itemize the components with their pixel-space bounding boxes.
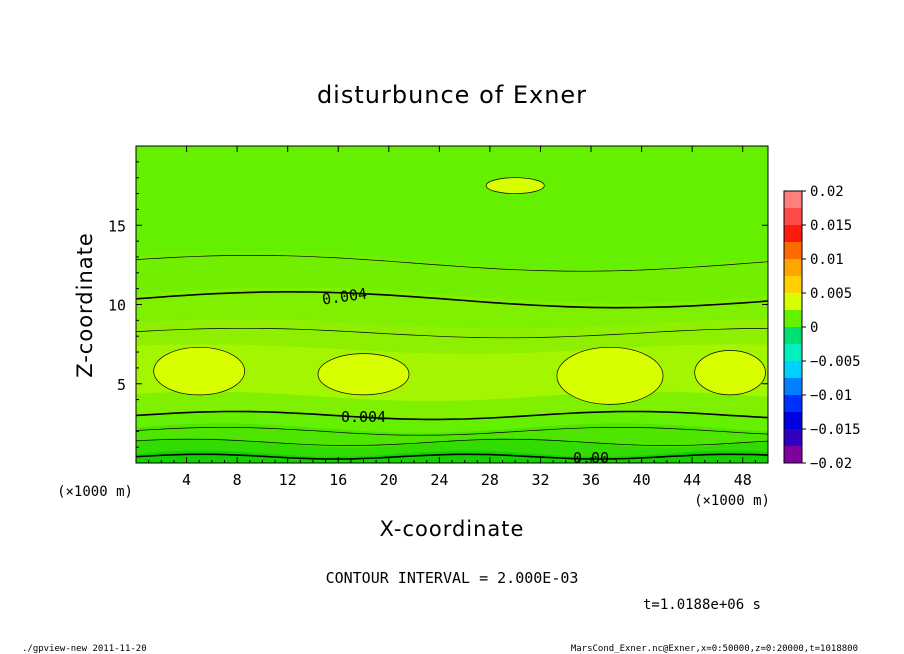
colorbar-tick-label: 0.02 (810, 184, 844, 200)
colorbar-swatch (784, 276, 802, 294)
colorbar-swatch (784, 446, 802, 464)
y-tick-label: 15 (108, 217, 126, 235)
contour-line (135, 327, 769, 339)
colorbar-tick-label: 0.015 (810, 218, 852, 234)
colorbar-tick-label: −0.01 (810, 388, 852, 404)
x-tick-label: 28 (481, 471, 499, 489)
contour-interval-text: CONTOUR INTERVAL = 2.000E-03 (326, 569, 579, 587)
colorbar-swatch (784, 344, 802, 362)
contour-line (135, 438, 769, 446)
contour-line (135, 290, 769, 309)
colorbar-swatch (784, 191, 802, 209)
footer-left: ./gpview-new 2011-11-20 (22, 644, 147, 654)
contour-band (136, 410, 768, 433)
x-tick-label: 16 (329, 471, 347, 489)
contour-maximum-region (694, 350, 766, 396)
contour-band (136, 437, 768, 457)
contour-maximum-region (556, 346, 664, 405)
x-tick-label: 8 (233, 471, 242, 489)
colorbar-tick-label: 0.005 (810, 286, 852, 302)
contour-line (135, 426, 769, 436)
colorbar-swatch (784, 242, 802, 260)
colorbar (783, 190, 803, 464)
contour-plot-area (135, 145, 769, 464)
colorbar-tick-label: −0.015 (810, 422, 861, 438)
chart-title: disturbunce of Exner (317, 81, 587, 109)
x-tick-label: 24 (430, 471, 448, 489)
contour-line (135, 453, 769, 460)
colorbar-tick-label: 0 (810, 320, 818, 336)
colorbar-tick-label: −0.02 (810, 456, 852, 472)
colorbar-swatch (784, 412, 802, 430)
contour-line (135, 255, 769, 272)
contour-maximum-region (153, 346, 246, 396)
x-tick-label: 40 (633, 471, 651, 489)
colorbar-swatch (784, 259, 802, 277)
y-axis-label: Z-coordinate (73, 232, 97, 378)
contour-band (136, 287, 768, 329)
colorbar-swatch (784, 327, 802, 345)
colorbar-swatch (784, 378, 802, 396)
x-unit-right: (×1000 m) (694, 493, 770, 509)
contour-maximum-region (485, 177, 545, 194)
x-tick-label: 44 (683, 471, 701, 489)
x-tick-label: 36 (582, 471, 600, 489)
x-axis-label: X-coordinate (380, 517, 525, 541)
time-text: t=1.0188e+06 s (643, 597, 761, 613)
colorbar-tick-label: 0.01 (810, 252, 844, 268)
colorbar-tick-label: −0.005 (810, 354, 861, 370)
colorbar-swatch (784, 208, 802, 226)
x-unit-left: (×1000 m) (57, 484, 133, 500)
contour-maximum-region (317, 353, 410, 396)
x-tick-label: 12 (279, 471, 297, 489)
colorbar-swatch (784, 310, 802, 328)
x-tick-label: 48 (734, 471, 752, 489)
y-tick-label: 5 (117, 376, 126, 394)
colorbar-swatch (784, 429, 802, 447)
contour-band (136, 250, 768, 303)
contour-band (136, 318, 768, 354)
contour-label: 0.004 (341, 408, 386, 426)
colorbar-swatch (784, 395, 802, 413)
x-tick-label: 20 (380, 471, 398, 489)
x-tick-label: 32 (531, 471, 549, 489)
contour-line (135, 410, 769, 421)
footer-right: MarsCond_Exner.nc@Exner,x=0:50000,z=0:20… (571, 644, 858, 654)
contour-band (136, 450, 768, 463)
y-tick-label: 10 (108, 297, 126, 315)
x-tick-label: 4 (182, 471, 191, 489)
colorbar-swatch (784, 293, 802, 311)
colorbar-swatch (784, 225, 802, 243)
colorbar-swatch (784, 361, 802, 379)
